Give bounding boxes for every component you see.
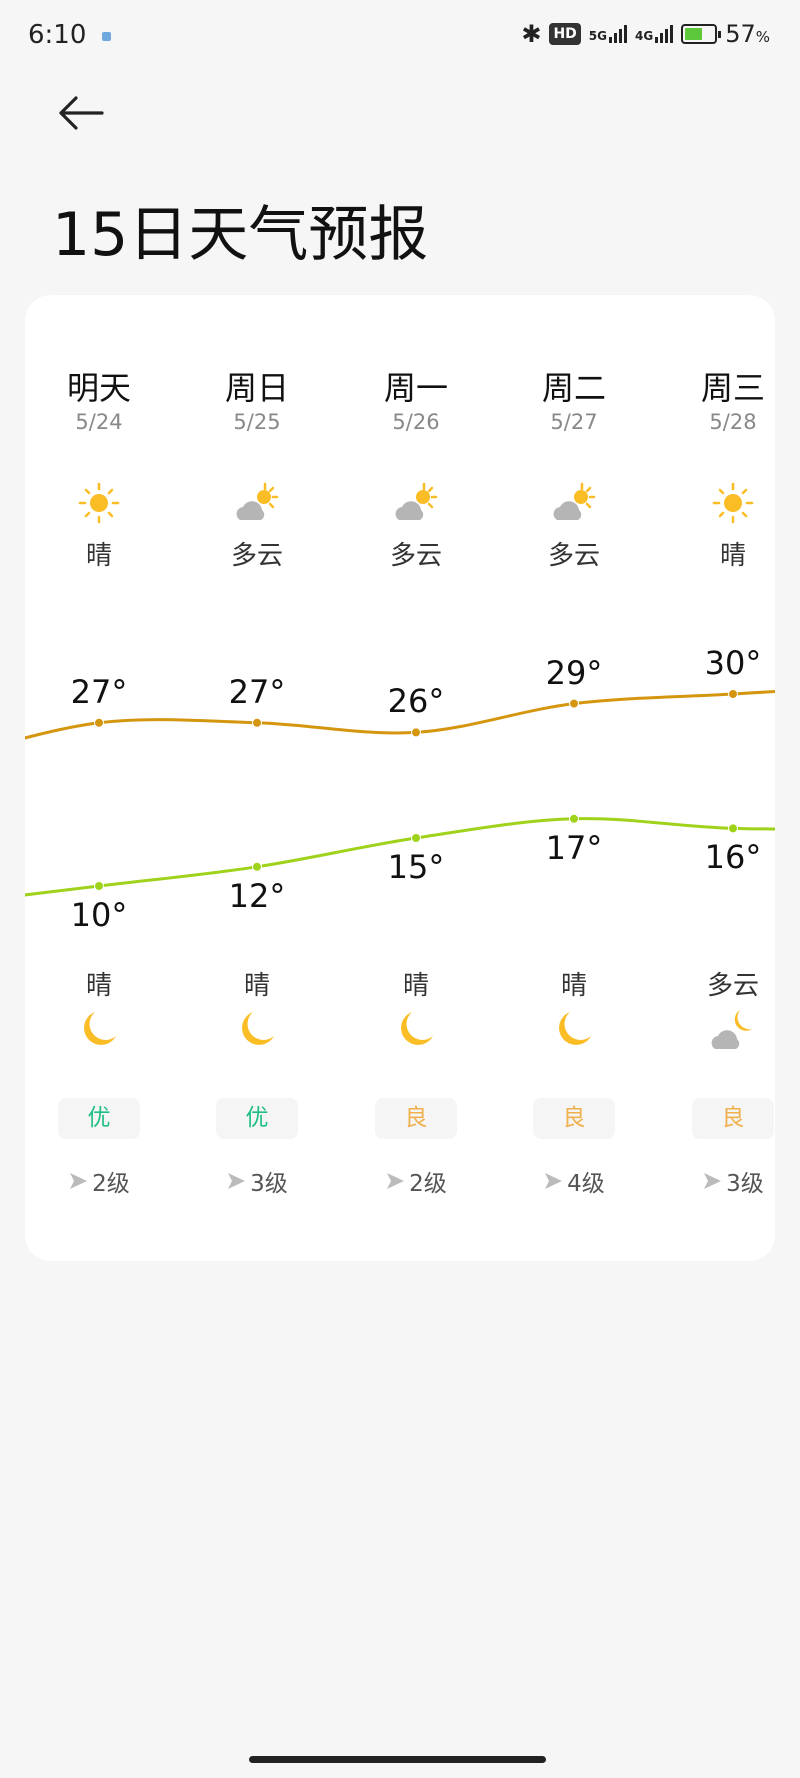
day-name: 周日: [224, 369, 289, 407]
night-condition: 晴: [243, 971, 270, 1001]
day-condition: 晴: [719, 541, 746, 571]
low-temp-label: 12°: [228, 876, 286, 915]
wind-level-text: 4级: [567, 1171, 605, 1197]
signal-5g-icon: 5G: [589, 25, 627, 43]
status-time: 6:10: [28, 20, 87, 50]
day-name: 周三: [700, 369, 765, 407]
battery-unit: %: [755, 28, 770, 46]
day-name: 周二: [541, 369, 606, 407]
network-5g-label: 5G: [588, 29, 607, 43]
low-temp-point: [94, 881, 104, 891]
high-temp-label: 29°: [545, 653, 603, 692]
aqi-badge: 良: [375, 1098, 457, 1139]
low-temp-point: [411, 833, 421, 843]
high-temp-point: [569, 698, 579, 709]
wind-level-text: 3级: [250, 1171, 288, 1197]
wind-direction-icon: [704, 1173, 722, 1189]
low-temp-point: [569, 813, 579, 824]
day-date: 5/25: [233, 410, 281, 434]
network-4g-label: 4G: [634, 29, 654, 43]
moon-icon: [182, 1007, 332, 1053]
cloudy-moon-icon: [658, 1007, 775, 1053]
day-date: 5/28: [709, 410, 757, 434]
high-temp-point: [728, 689, 738, 699]
partly-cloudy-icon: [499, 480, 649, 526]
day-condition: 多云: [230, 541, 283, 571]
page-title: 15日天气预报: [52, 200, 429, 270]
high-temp-point: [411, 727, 421, 738]
day-name: 明天: [66, 369, 131, 407]
battery-percent: 57: [725, 20, 756, 48]
high-temp-label: 30°: [704, 644, 762, 682]
night-condition: 多云: [706, 971, 759, 1001]
wind-level: 3级: [182, 1164, 332, 1198]
aqi-badge: 良: [692, 1098, 774, 1139]
bluetooth-icon: ✱: [521, 20, 542, 48]
home-indicator[interactable]: [249, 1756, 546, 1763]
day-date: 5/24: [75, 410, 123, 434]
wind-level: 2级: [341, 1164, 491, 1198]
wind-level: 2级: [25, 1164, 174, 1198]
day-condition: 多云: [547, 541, 600, 571]
day-date: 5/26: [392, 410, 440, 434]
night-condition: 晴: [560, 971, 587, 1001]
moon-icon: [499, 1007, 649, 1053]
aqi-badge: 优: [216, 1098, 298, 1139]
night-condition: 晴: [85, 971, 112, 1001]
battery-level: 57%: [725, 20, 770, 48]
wind-level-text: 3级: [726, 1171, 764, 1197]
low-temp-label: 10°: [70, 896, 128, 934]
high-temp-label: 27°: [70, 672, 128, 711]
day-condition: 多云: [389, 541, 442, 571]
low-temp-label: 17°: [545, 828, 603, 867]
sun-icon: [25, 480, 174, 526]
high-temp-point: [94, 717, 104, 728]
battery-icon: [681, 24, 722, 44]
back-button[interactable]: [56, 95, 106, 131]
low-temp-point: [728, 823, 738, 834]
moon-icon: [341, 1007, 491, 1053]
low-temp-label: 15°: [387, 848, 445, 886]
high-temp-label: 27°: [228, 672, 286, 711]
high-temp-label: 26°: [387, 682, 445, 721]
day-name: 周一: [383, 369, 448, 407]
aqi-badge: 优: [58, 1098, 140, 1139]
arrow-left-icon: [59, 96, 104, 130]
wind-level: 3级: [658, 1164, 775, 1198]
signal-4g-icon: 4G: [634, 25, 674, 43]
wind-direction-icon: [228, 1173, 246, 1189]
hd-icon: HD: [549, 23, 581, 45]
wind-level: 4级: [499, 1164, 649, 1198]
aqi-badge: 良: [533, 1098, 615, 1139]
moon-icon: [25, 1007, 174, 1053]
temperature-chart: [25, 689, 775, 897]
notification-icon: [102, 32, 111, 41]
low-temp-label: 16°: [704, 838, 762, 877]
wind-level-text: 2级: [92, 1171, 130, 1197]
wind-level-text: 2级: [409, 1171, 447, 1197]
high-temp-point: [252, 717, 262, 728]
partly-cloudy-icon: [341, 480, 491, 526]
day-condition: 晴: [85, 541, 112, 571]
sun-icon: [658, 480, 775, 526]
wind-direction-icon: [70, 1173, 88, 1189]
forecast-card[interactable]: 明天 5/24 晴 27° 10° 晴 优 2级 周日 5/25 多云 27° …: [25, 295, 775, 1261]
wind-direction-icon: [387, 1173, 405, 1189]
night-condition: 晴: [402, 971, 429, 1001]
partly-cloudy-icon: [182, 480, 332, 526]
low-temp-point: [252, 861, 262, 872]
wind-direction-icon: [545, 1173, 563, 1189]
status-icons: ✱ HD 5G 4G 57%: [521, 20, 770, 48]
day-date: 5/27: [550, 410, 598, 434]
